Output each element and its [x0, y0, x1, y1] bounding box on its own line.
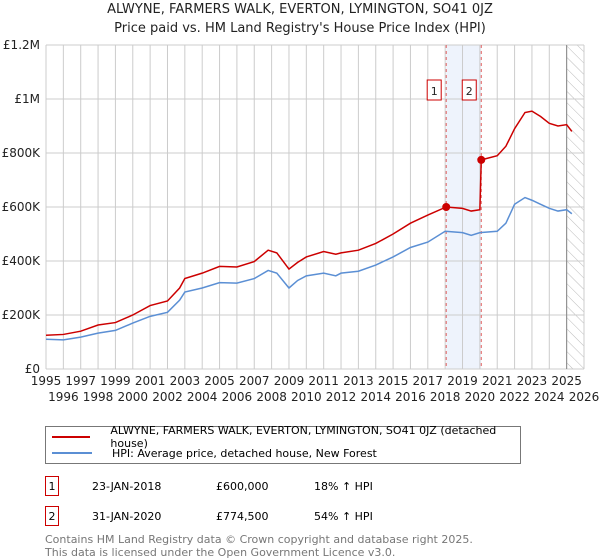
x-tick-label: 2005: [204, 374, 235, 388]
y-tick-label: £1M: [14, 92, 40, 106]
x-tick-label: 2007: [239, 374, 270, 388]
x-tick-label: 2003: [170, 374, 201, 388]
sale-badge: 1: [45, 476, 59, 496]
y-tick-label: £200K: [2, 308, 42, 322]
y-tick-label: £0: [25, 362, 40, 376]
y-tick-label: £600K: [2, 200, 42, 214]
x-tick-label: 2021: [482, 374, 513, 388]
sale-date: 31-JAN-2020: [92, 509, 162, 523]
x-tick-label: 2025: [551, 374, 582, 388]
sale-badge: 2: [45, 506, 59, 526]
x-tick-label: 2015: [378, 374, 409, 388]
x-tick-label: 2014: [360, 390, 391, 404]
legend-item-property: ALWYNE, FARMERS WALK, EVERTON, LYMINGTON…: [52, 424, 520, 450]
x-tick-label: 2011: [308, 374, 339, 388]
price-paid-line: [45, 110, 573, 336]
x-tick-label: 2002: [152, 390, 183, 404]
sale-row: 1 23-JAN-2018 £600,000 18% ↑ HPI: [45, 476, 373, 496]
sale-date: 23-JAN-2018: [92, 479, 162, 493]
x-tick-label: 2018: [430, 390, 461, 404]
x-tick-label: 2010: [291, 390, 322, 404]
y-tick-label: £400K: [2, 254, 42, 268]
x-tick-label: 2001: [135, 374, 166, 388]
x-tick-label: 2006: [222, 390, 253, 404]
x-tick-label: 2004: [187, 390, 218, 404]
sale-price: £600,000: [216, 479, 269, 493]
x-tick-label: 2016: [395, 390, 426, 404]
x-tick-label: 2022: [499, 390, 530, 404]
sale-hpi: 18% ↑ HPI: [314, 479, 373, 493]
x-tick-label: 2013: [343, 374, 374, 388]
legend-label: ALWYNE, FARMERS WALK, EVERTON, LYMINGTON…: [110, 424, 497, 450]
footer-licence: This data is licensed under the Open Gov…: [45, 546, 396, 559]
sale-label: 1: [431, 85, 438, 98]
chart-subtitle: Price paid vs. HM Land Registry's House …: [114, 21, 486, 36]
x-tick-label: 1995: [31, 374, 62, 388]
x-tick-label: 2023: [517, 374, 548, 388]
legend-swatch-blue: [52, 452, 92, 454]
sale-point: [477, 155, 486, 164]
x-tick-label: 1997: [65, 374, 96, 388]
x-tick-label: 1999: [100, 374, 131, 388]
x-tick-label: 2017: [413, 374, 444, 388]
legend-swatch-red: [52, 436, 91, 438]
x-tick-label: 2009: [274, 374, 305, 388]
hpi-line: [45, 196, 573, 341]
sale-hpi: 54% ↑ HPI: [314, 509, 373, 523]
x-tick-label: 2000: [118, 390, 149, 404]
x-tick-label: 2008: [256, 390, 287, 404]
legend-label: HPI: Average price, detached house, New …: [112, 446, 377, 460]
legend-item-hpi: HPI: Average price, detached house, New …: [52, 445, 377, 461]
footer-copyright: Contains HM Land Registry data © Crown c…: [45, 533, 473, 546]
sale-point: [442, 203, 451, 211]
chart-title: ALWYNE, FARMERS WALK, EVERTON, LYMINGTON…: [107, 2, 493, 17]
x-tick-label: 2026: [569, 390, 600, 404]
sale-label-box: [426, 79, 442, 101]
sale-price: £774,500: [216, 509, 269, 523]
x-tick-label: 2020: [465, 390, 496, 404]
x-tick-label: 2012: [326, 390, 357, 404]
x-tick-label: 2019: [447, 374, 478, 388]
price-chart: 1995 1996 1997 1998 1999 2000 2001 2002 2003 2004…: [2, 38, 600, 404]
sale-row: 2 31-JAN-2020 £774,500 54% ↑ HPI: [45, 506, 373, 526]
footer: Contains HM Land Registry data © Crown c…: [45, 533, 473, 559]
legend: ALWYNE, FARMERS WALK, EVERTON, LYMINGTON…: [45, 424, 521, 464]
sale-label: 2: [466, 85, 473, 98]
x-tick-label: 2024: [534, 390, 565, 404]
x-tick-label: 1996: [48, 390, 79, 404]
x-tick-label: 1998: [83, 390, 114, 404]
y-tick-label: £800K: [2, 146, 42, 160]
y-tick-label: £1.2M: [3, 38, 40, 52]
sale-label-box: [461, 79, 477, 101]
